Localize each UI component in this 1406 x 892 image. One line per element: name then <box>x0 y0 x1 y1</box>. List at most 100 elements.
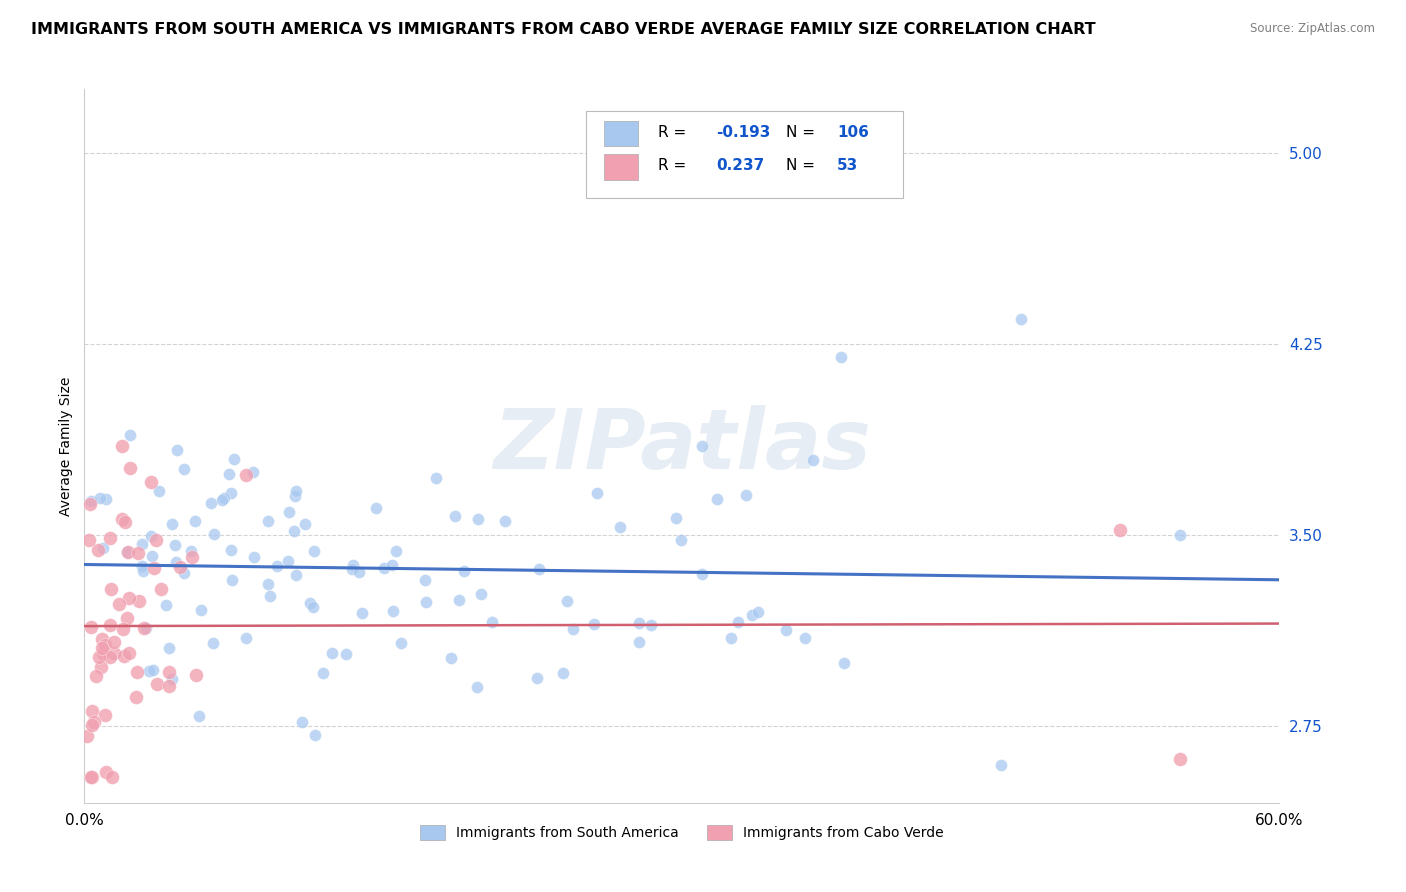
Point <box>425 471 447 485</box>
Point <box>665 510 688 524</box>
Point <box>301 599 323 614</box>
Point <box>382 604 405 618</box>
Point <box>747 605 769 619</box>
Point <box>526 671 548 685</box>
Point <box>132 621 155 635</box>
Point <box>627 616 650 631</box>
Point <box>312 666 335 681</box>
Point <box>80 704 103 718</box>
Point <box>94 764 117 779</box>
Point <box>80 620 103 634</box>
Point <box>562 622 585 636</box>
Point <box>131 558 153 573</box>
Point <box>157 640 180 655</box>
Text: N =: N = <box>786 125 820 139</box>
Point <box>775 623 797 637</box>
Point <box>352 606 374 620</box>
Point <box>727 615 749 629</box>
Point <box>100 582 122 597</box>
Point <box>219 543 242 558</box>
Point <box>212 491 235 506</box>
Point <box>211 493 233 508</box>
Point <box>1109 523 1132 537</box>
Point <box>834 656 856 670</box>
Point <box>266 558 288 573</box>
Legend: Immigrants from South America, Immigrants from Cabo Verde: Immigrants from South America, Immigrant… <box>415 820 949 846</box>
Point <box>90 659 112 673</box>
Point <box>125 690 148 704</box>
Point <box>162 672 184 686</box>
Point <box>76 729 98 743</box>
Point <box>465 680 488 694</box>
Point <box>202 527 225 541</box>
Point <box>1168 528 1191 542</box>
Point <box>291 715 314 730</box>
Point <box>173 462 195 476</box>
Point <box>169 560 191 574</box>
Point <box>165 555 187 569</box>
Point <box>80 770 103 784</box>
Point <box>148 484 170 499</box>
Point <box>82 718 104 732</box>
Point <box>165 538 187 552</box>
Point <box>467 512 489 526</box>
Point <box>257 576 280 591</box>
Point <box>80 494 103 508</box>
Point <box>221 573 243 587</box>
Point <box>77 533 100 547</box>
Point <box>347 565 370 579</box>
Point <box>187 708 209 723</box>
Point <box>413 573 436 587</box>
Point <box>90 632 112 646</box>
Point <box>103 646 125 660</box>
Point <box>112 648 135 663</box>
Text: R =: R = <box>658 158 692 173</box>
Point <box>86 543 108 558</box>
Point <box>98 649 121 664</box>
Point <box>671 533 693 547</box>
Point <box>381 558 404 572</box>
Point <box>87 649 110 664</box>
Point <box>141 549 163 564</box>
Point <box>586 486 609 500</box>
Point <box>453 564 475 578</box>
Point <box>162 517 184 532</box>
Point <box>143 560 166 574</box>
Point <box>277 553 299 567</box>
Point <box>112 622 135 636</box>
Point <box>84 669 107 683</box>
Point <box>117 545 139 559</box>
Point <box>200 495 222 509</box>
Point <box>128 594 150 608</box>
Point <box>242 549 264 564</box>
Point <box>157 665 180 679</box>
Point <box>131 564 153 578</box>
Point <box>157 679 180 693</box>
Point <box>830 350 852 364</box>
Point <box>138 664 160 678</box>
Point <box>222 452 245 467</box>
Point <box>127 546 149 560</box>
Point <box>551 666 574 681</box>
Point <box>184 514 207 528</box>
Point <box>1168 752 1191 766</box>
Point <box>190 603 212 617</box>
Point <box>741 608 763 623</box>
Point <box>335 647 357 661</box>
Text: -0.193: -0.193 <box>717 125 770 139</box>
Point <box>100 770 122 784</box>
Point <box>89 491 111 505</box>
Point <box>259 589 281 603</box>
Point <box>302 544 325 558</box>
Text: 53: 53 <box>838 158 859 173</box>
Text: 106: 106 <box>838 125 869 139</box>
Point <box>235 467 257 482</box>
Point <box>94 638 117 652</box>
Point <box>690 439 713 453</box>
Point <box>166 443 188 458</box>
Text: IMMIGRANTS FROM SOUTH AMERICA VS IMMIGRANTS FROM CABO VERDE AVERAGE FAMILY SIZE : IMMIGRANTS FROM SOUTH AMERICA VS IMMIGRA… <box>31 22 1095 37</box>
Point <box>720 631 742 645</box>
Point <box>628 635 651 649</box>
Point <box>141 475 163 490</box>
Point <box>98 618 121 632</box>
